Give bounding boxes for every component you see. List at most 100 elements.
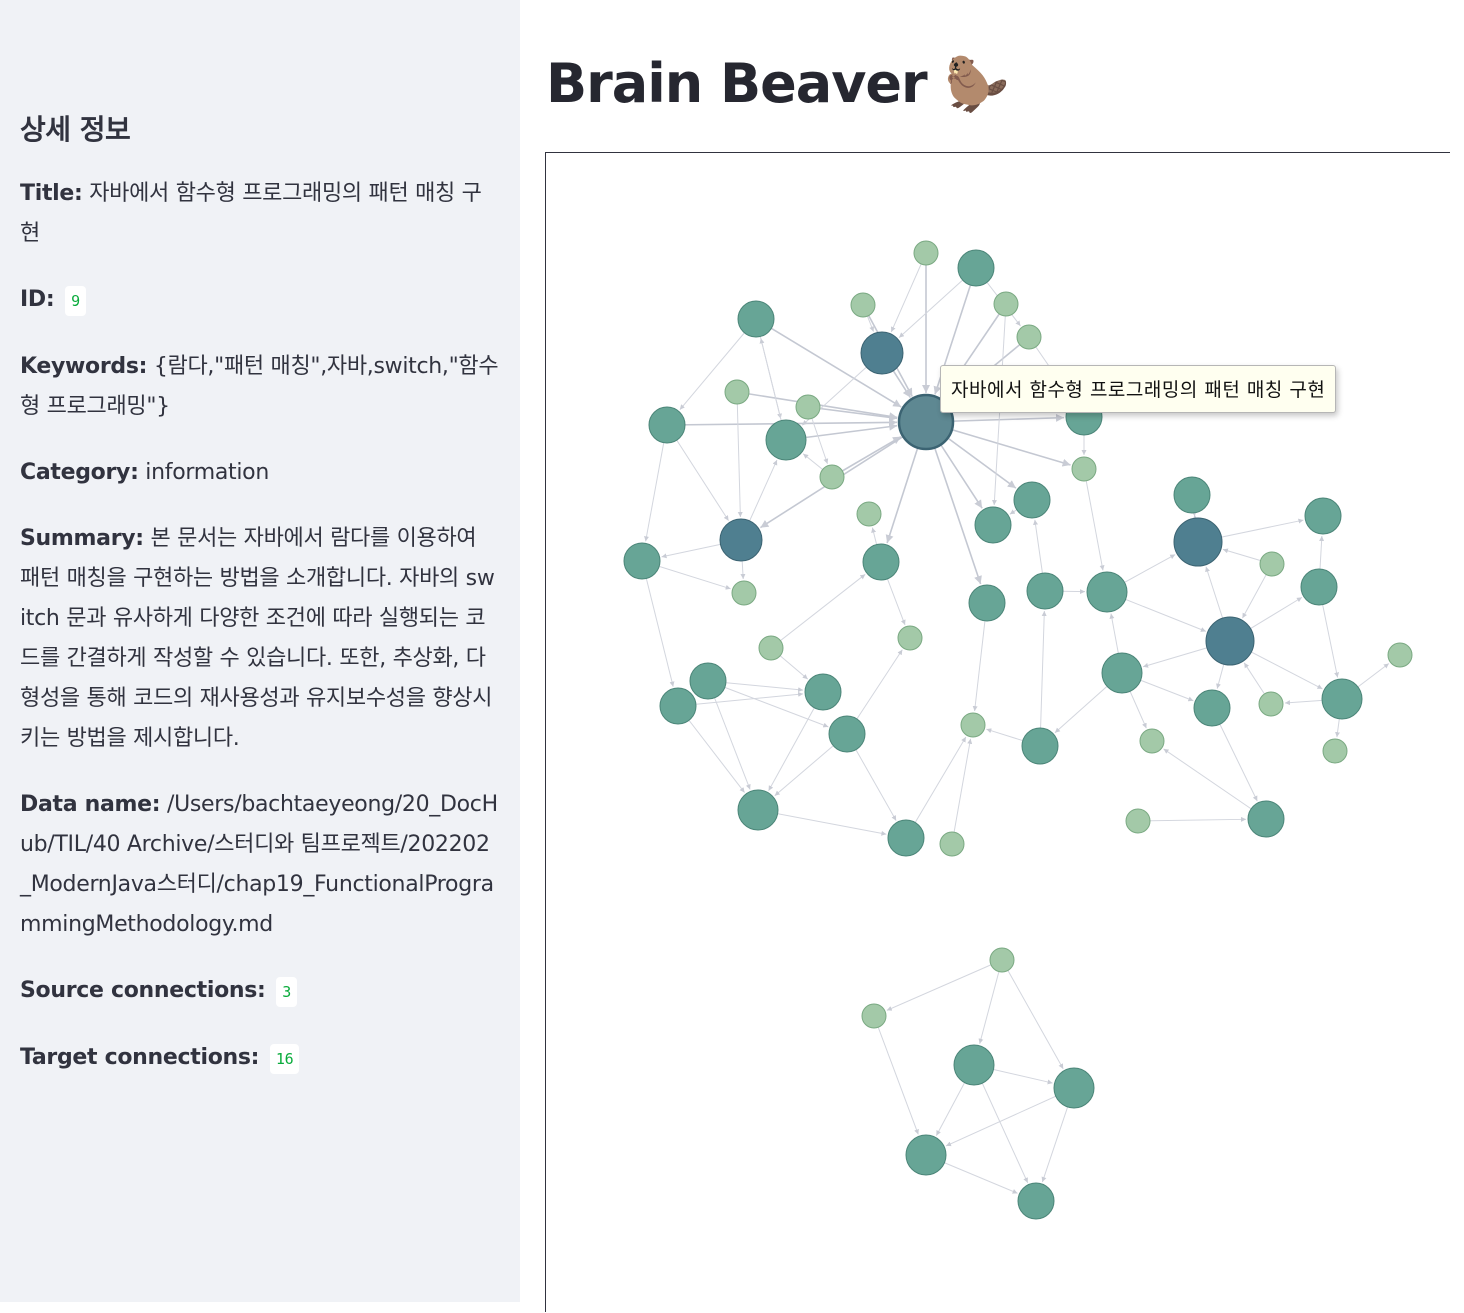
graph-edge xyxy=(807,406,898,422)
graph-node[interactable] xyxy=(795,394,821,420)
graph-edge xyxy=(1163,748,1267,820)
dataname-value: /Users/bachtaeyeong/20_DocHub/TIL/40 Arc… xyxy=(20,792,498,937)
graph-node[interactable] xyxy=(989,947,1015,973)
graph-node[interactable] xyxy=(897,625,923,651)
network-graph[interactable] xyxy=(546,153,1451,1313)
keywords-label: Keywords: xyxy=(20,354,148,379)
graph-node[interactable] xyxy=(960,712,986,738)
graph-node[interactable] xyxy=(1086,571,1128,613)
graph-edge xyxy=(666,424,729,521)
keywords-value: {람다,"패턴 매칭",자바,switch,"함수형 프로그래밍"} xyxy=(20,354,499,419)
source-connections-field: Source connections: 3 xyxy=(20,971,500,1012)
title-value: 자바에서 함수형 프로그래밍의 패턴 매칭 구현 xyxy=(20,181,482,246)
graph-edge xyxy=(905,736,967,839)
graph-node[interactable] xyxy=(1139,728,1165,754)
graph-node[interactable] xyxy=(1259,551,1285,577)
graph-edge xyxy=(757,809,887,836)
graph-node[interactable] xyxy=(719,518,763,562)
graph-node[interactable] xyxy=(1304,497,1342,535)
id-label: ID: xyxy=(20,287,55,312)
beaver-icon: 🦫 xyxy=(944,55,1009,115)
graph-edges xyxy=(641,252,1390,1194)
graph-node[interactable] xyxy=(623,542,661,580)
graph-node[interactable] xyxy=(804,673,842,711)
graph-node[interactable] xyxy=(1053,1067,1095,1109)
graph-node[interactable] xyxy=(1173,517,1223,567)
graph-node[interactable] xyxy=(939,831,965,857)
graph-node[interactable] xyxy=(1125,808,1151,834)
keywords-field: Keywords: {람다,"패턴 매칭",자바,switch,"함수형 프로그… xyxy=(20,347,500,427)
graph-node[interactable] xyxy=(724,379,750,405)
title-field: Title: 자바에서 함수형 프로그래밍의 패턴 매칭 구현 xyxy=(20,174,500,254)
graph-node[interactable] xyxy=(1026,572,1064,610)
graph-node[interactable] xyxy=(731,580,757,606)
graph-node[interactable] xyxy=(957,249,995,287)
graph-node[interactable] xyxy=(913,240,939,266)
graph-node[interactable] xyxy=(1321,678,1363,720)
graph-node[interactable] xyxy=(689,662,727,700)
category-label: Category: xyxy=(20,460,139,485)
graph-node[interactable] xyxy=(819,464,845,490)
graph-node[interactable] xyxy=(1193,689,1231,727)
target-connections-value: 16 xyxy=(269,1044,300,1074)
graph-node[interactable] xyxy=(737,300,775,338)
graph-node[interactable] xyxy=(1016,324,1042,350)
graph-node[interactable] xyxy=(1322,738,1348,764)
graph-node[interactable] xyxy=(887,819,925,857)
graph-edge xyxy=(873,1015,919,1135)
graph-node[interactable] xyxy=(1258,691,1284,717)
graph-node[interactable] xyxy=(1101,652,1143,694)
graph-edge xyxy=(677,691,804,707)
graph-edge xyxy=(768,691,824,791)
graph-node[interactable] xyxy=(648,406,686,444)
graph-node[interactable] xyxy=(737,789,779,831)
graph-edge xyxy=(925,421,982,585)
graph-edge xyxy=(679,318,757,411)
graph-node[interactable] xyxy=(758,635,784,661)
graph-node[interactable] xyxy=(1247,800,1285,838)
graph-edge xyxy=(736,391,743,518)
graph-edge xyxy=(641,560,675,687)
graph-node[interactable] xyxy=(974,506,1012,544)
main-area: Brain Beaver 🦫 xyxy=(520,0,1464,1302)
graph-node[interactable] xyxy=(659,687,697,725)
graph-node[interactable] xyxy=(850,292,876,318)
graph-node[interactable] xyxy=(862,543,900,581)
graph-node[interactable] xyxy=(1017,1182,1055,1220)
graph-node[interactable] xyxy=(1173,476,1211,514)
graph-node-selected[interactable] xyxy=(897,393,955,451)
graph-node[interactable] xyxy=(953,1044,995,1086)
graph-edge xyxy=(1039,610,1047,747)
graph-edge xyxy=(831,435,902,478)
graph-node[interactable] xyxy=(968,584,1006,622)
graph-node[interactable] xyxy=(828,715,866,753)
graph-node[interactable] xyxy=(856,501,882,527)
graph-edge xyxy=(707,680,829,728)
graph-node[interactable] xyxy=(861,1003,887,1029)
graph-node[interactable] xyxy=(860,331,904,375)
graph-node[interactable] xyxy=(1387,642,1413,668)
graph-edge xyxy=(1001,959,1064,1070)
graph-node[interactable] xyxy=(1021,727,1059,765)
sidebar-heading: 상세 정보 xyxy=(20,113,131,146)
sidebar: 상세 정보 Title: 자바에서 함수형 프로그래밍의 패턴 매칭 구현 ID… xyxy=(0,0,520,1302)
graph-node[interactable] xyxy=(1300,568,1338,606)
dataname-label: Data name: xyxy=(20,792,161,817)
page-title-text: Brain Beaver xyxy=(546,52,928,115)
graph-edge xyxy=(978,959,1003,1044)
graph-node[interactable] xyxy=(1205,616,1255,666)
graph-canvas[interactable] xyxy=(545,152,1450,1312)
graph-node[interactable] xyxy=(1071,456,1097,482)
graph-node[interactable] xyxy=(1013,481,1051,519)
source-connections-value: 3 xyxy=(276,977,297,1007)
graph-node[interactable] xyxy=(993,291,1019,317)
graph-edge xyxy=(644,424,668,542)
summary-value: 본 문서는 자바에서 람다를 이용하여 패턴 매칭을 구현하는 방법을 소개합니… xyxy=(20,526,495,751)
graph-nodes[interactable] xyxy=(623,240,1413,1220)
graph-node[interactable] xyxy=(905,1134,947,1176)
graph-edge xyxy=(973,1064,1029,1184)
graph-edge xyxy=(770,573,866,649)
category-field: Category: information xyxy=(20,453,500,493)
graph-node[interactable] xyxy=(765,419,807,461)
graph-edge xyxy=(890,252,927,333)
